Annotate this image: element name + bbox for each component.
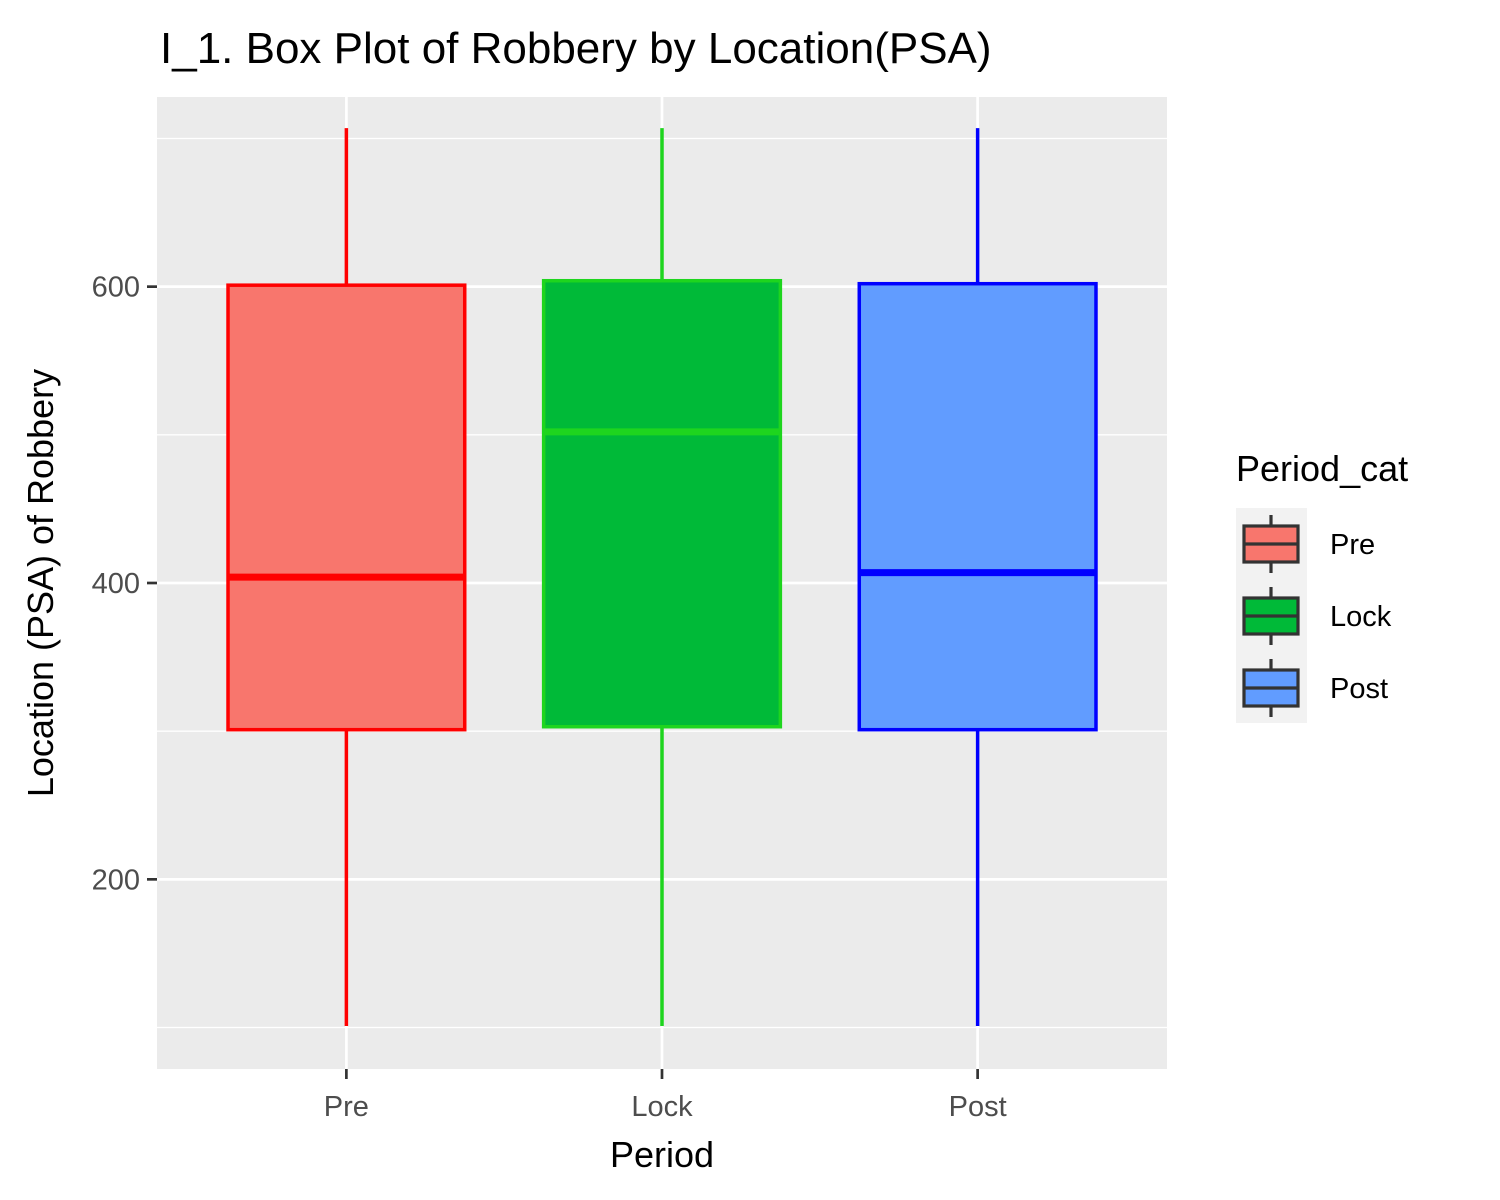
legend: Period_cat Pre Lock Post bbox=[1236, 448, 1408, 723]
x-axis-title: Period bbox=[610, 1134, 714, 1175]
legend-label: Pre bbox=[1330, 529, 1375, 561]
y-tick-label: 400 bbox=[92, 568, 140, 600]
legend-item-pre: Pre bbox=[1242, 515, 1375, 573]
chart-title: I_1. Box Plot of Robbery by Location(PSA… bbox=[160, 24, 992, 73]
box-lock bbox=[541, 128, 783, 1027]
y-axis-title: Location (PSA) of Robbery bbox=[20, 369, 61, 797]
legend-item-lock: Lock bbox=[1242, 587, 1392, 645]
legend-title: Period_cat bbox=[1236, 448, 1408, 489]
box-body bbox=[857, 281, 1098, 732]
box-pre bbox=[226, 128, 467, 1027]
legend-label: Lock bbox=[1330, 601, 1392, 633]
y-axis: 200 400 600 bbox=[92, 272, 157, 896]
x-axis: Pre Lock Post bbox=[324, 1069, 1007, 1123]
x-tick-label: Lock bbox=[631, 1091, 693, 1123]
legend-label: Post bbox=[1330, 673, 1388, 705]
y-tick-label: 200 bbox=[92, 864, 140, 896]
legend-item-post: Post bbox=[1242, 659, 1388, 717]
box-post bbox=[857, 128, 1098, 1027]
x-tick-label: Post bbox=[949, 1091, 1007, 1123]
x-tick-label: Pre bbox=[324, 1091, 369, 1123]
y-tick-label: 600 bbox=[92, 272, 140, 304]
box-series-group bbox=[226, 128, 1098, 1027]
box-body bbox=[541, 278, 783, 729]
box-body bbox=[226, 283, 467, 732]
